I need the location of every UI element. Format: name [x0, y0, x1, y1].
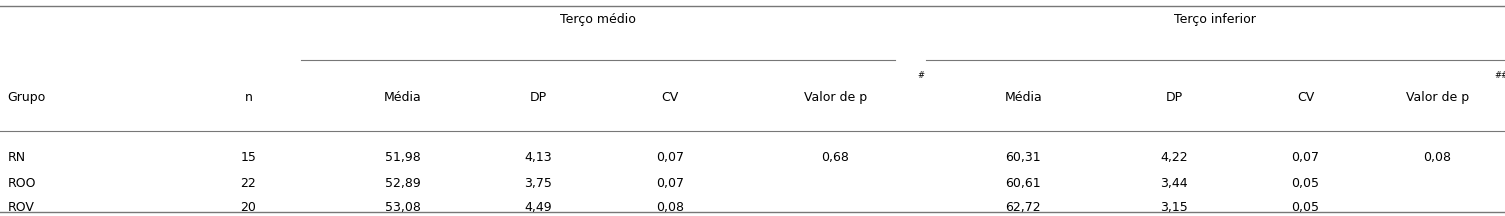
Text: 0,08: 0,08 — [1424, 151, 1451, 164]
Text: 0,08: 0,08 — [656, 201, 683, 214]
Text: 60,61: 60,61 — [1005, 177, 1041, 190]
Text: 4,22: 4,22 — [1160, 151, 1187, 164]
Text: 51,98: 51,98 — [385, 151, 420, 164]
Text: 52,89: 52,89 — [385, 177, 420, 190]
Text: Valor de p: Valor de p — [1406, 91, 1469, 104]
Text: 53,08: 53,08 — [385, 201, 420, 214]
Text: CV: CV — [1297, 91, 1314, 104]
Text: RN: RN — [8, 151, 26, 164]
Text: #: # — [918, 71, 924, 80]
Text: 0,68: 0,68 — [822, 151, 849, 164]
Text: Grupo: Grupo — [8, 91, 45, 104]
Text: ##: ## — [1494, 71, 1505, 80]
Text: 0,05: 0,05 — [1291, 177, 1320, 190]
Text: 15: 15 — [241, 151, 256, 164]
Text: 3,75: 3,75 — [524, 177, 552, 190]
Text: Valor de p: Valor de p — [804, 91, 867, 104]
Text: ROV: ROV — [8, 201, 35, 214]
Text: 22: 22 — [241, 177, 256, 190]
Text: 0,05: 0,05 — [1291, 201, 1320, 214]
Text: 60,31: 60,31 — [1005, 151, 1041, 164]
Text: 4,49: 4,49 — [524, 201, 552, 214]
Text: n: n — [244, 91, 253, 104]
Text: Terço médio: Terço médio — [560, 13, 635, 26]
Text: DP: DP — [1165, 91, 1183, 104]
Text: 0,07: 0,07 — [656, 177, 683, 190]
Text: 3,15: 3,15 — [1160, 201, 1187, 214]
Text: 3,44: 3,44 — [1160, 177, 1187, 190]
Text: 20: 20 — [241, 201, 256, 214]
Text: ROO: ROO — [8, 177, 36, 190]
Text: 0,07: 0,07 — [656, 151, 683, 164]
Text: Média: Média — [1004, 91, 1043, 104]
Text: 4,13: 4,13 — [524, 151, 552, 164]
Text: 62,72: 62,72 — [1005, 201, 1041, 214]
Text: Média: Média — [384, 91, 421, 104]
Text: 0,07: 0,07 — [1291, 151, 1320, 164]
Text: DP: DP — [530, 91, 546, 104]
Text: CV: CV — [661, 91, 679, 104]
Text: Terço inferior: Terço inferior — [1174, 13, 1255, 26]
